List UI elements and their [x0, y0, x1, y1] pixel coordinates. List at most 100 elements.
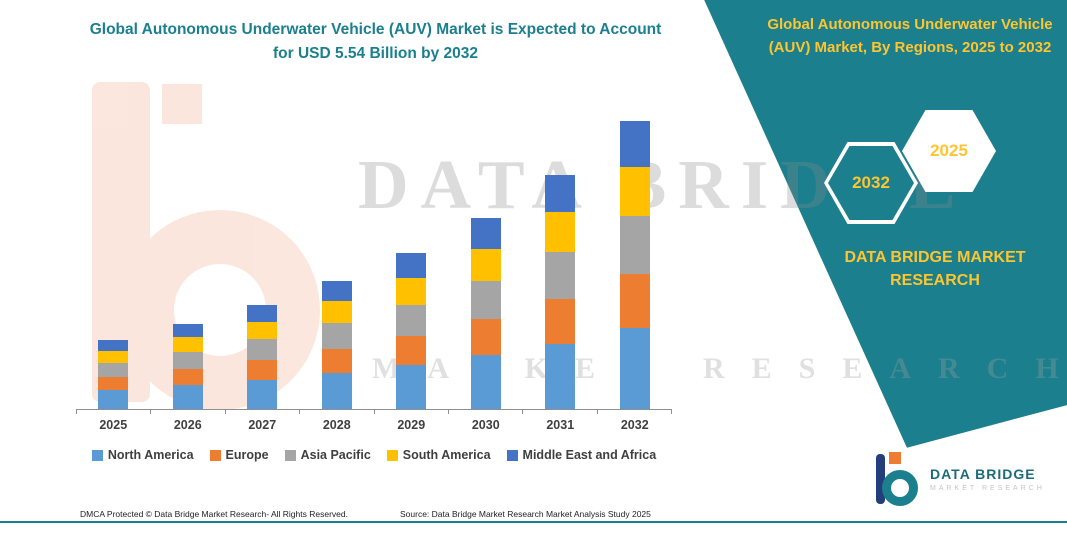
b-square-shape [162, 84, 202, 124]
axis-tick [150, 410, 152, 414]
bar-segment-middle-east-and-africa [172, 323, 203, 338]
hexagon-2025: 2025 [902, 110, 996, 192]
axis-tick [373, 410, 375, 414]
bar-segment-south-america [470, 248, 501, 282]
x-axis-label-2027: 2027 [248, 418, 277, 432]
right-panel-heading: Global Autonomous Underwater Vehicle (AU… [767, 16, 1053, 56]
brand-name: DATA BRIDGE [930, 466, 1036, 482]
bar-segment-europe [98, 376, 129, 390]
bar-segment-south-america [172, 337, 203, 352]
stacked-bar-2027 [247, 305, 278, 409]
stacked-bar-2030 [470, 218, 501, 409]
bar-segment-europe [470, 319, 501, 356]
bar-column-2025 [76, 118, 151, 409]
hexagon-2032-label: 2032 [852, 173, 890, 192]
x-axis-label-2031: 2031 [546, 418, 575, 432]
bar-column-2032 [598, 118, 673, 409]
source-text: Source: Data Bridge Market Research Mark… [400, 509, 651, 519]
bar-segment-asia-pacific [470, 281, 501, 320]
stacked-bar-2025 [98, 339, 129, 409]
x-axis-label-2025: 2025 [99, 418, 128, 432]
bar-segment-north-america [396, 365, 427, 409]
legend-item-europe: Europe [209, 448, 269, 462]
b-icon-stem [876, 454, 885, 504]
bar-column-2031 [523, 118, 598, 409]
legend-swatch [386, 449, 398, 461]
bar-segment-europe [619, 273, 650, 329]
legend-label: Asia Pacific [300, 448, 371, 462]
bar-column-2029 [374, 118, 449, 409]
bar-segment-asia-pacific [98, 362, 129, 377]
right-panel-brand-text: DATA BRIDGE MARKET RESEARCH [844, 249, 1026, 290]
b-icon-orange-dot [889, 452, 901, 464]
chart-legend: North America Europe Asia Pacific South Ame… [76, 448, 672, 462]
b-icon-bowl [882, 470, 918, 506]
bar-segment-south-america [321, 301, 352, 324]
x-axis-label-2030: 2030 [471, 418, 500, 432]
axis-tick [76, 410, 77, 414]
axis-tick [224, 410, 226, 414]
bar-segment-south-america [545, 212, 576, 253]
bar-segment-south-america [396, 278, 427, 305]
bar-segment-north-america [619, 328, 650, 409]
legend-label: North America [107, 448, 194, 462]
bar-segment-middle-east-and-africa [98, 339, 129, 351]
stacked-bar-2031 [545, 174, 576, 409]
bar-segment-north-america [172, 385, 203, 409]
bar-segment-europe [396, 335, 427, 366]
brand-logo: DATA BRIDGE MARKET RESEARCH [874, 452, 1045, 506]
bar-segment-europe [321, 348, 352, 374]
hexagon-2032: 2032 [824, 142, 918, 224]
legend-item-south-america: South America [386, 448, 491, 462]
dmca-copyright-text: DMCA Protected © Data Bridge Market Rese… [80, 509, 348, 519]
axis-tick [671, 410, 672, 414]
brand-subtitle: MARKET RESEARCH [930, 485, 1045, 492]
bar-segment-north-america [247, 379, 278, 409]
data-bridge-b-icon [874, 452, 922, 506]
legend-label: Europe [225, 448, 269, 462]
bar-column-2028 [300, 118, 375, 409]
bar-segment-asia-pacific [321, 323, 352, 349]
axis-tick [447, 410, 449, 414]
legend-label: Middle East and Africa [522, 448, 657, 462]
bar-segment-europe [247, 360, 278, 380]
axis-tick [299, 410, 301, 414]
hexagon-2025-label: 2025 [930, 141, 968, 160]
bar-segment-middle-east-and-africa [247, 305, 278, 322]
bar-segment-middle-east-and-africa [321, 281, 352, 302]
legend-swatch [91, 449, 103, 461]
bar-segment-europe [545, 298, 576, 344]
legend-label: South America [402, 448, 491, 462]
x-axis-ticks [76, 410, 672, 414]
legend-item-middle-east-and-africa: Middle East and Africa [506, 448, 657, 462]
bar-segment-south-america [247, 321, 278, 340]
bar-column-2030 [449, 118, 524, 409]
axis-tick [596, 410, 598, 414]
x-axis-label-2026: 2026 [173, 418, 202, 432]
bar-segment-north-america [545, 343, 576, 409]
x-axis-label-2029: 2029 [397, 418, 426, 432]
bar-segment-north-america [470, 355, 501, 409]
bar-segment-middle-east-and-africa [470, 218, 501, 249]
bar-segment-north-america [321, 373, 352, 409]
x-axis-labels: 2025 2026 2027 2028 2029 2030 2031 2032 [76, 418, 672, 432]
bar-segment-asia-pacific [396, 304, 427, 336]
bar-column-2026 [151, 118, 226, 409]
stacked-bar-2026 [172, 323, 203, 409]
bar-segment-middle-east-and-africa [619, 121, 650, 168]
stacked-bar-2029 [396, 253, 427, 409]
bar-segment-asia-pacific [172, 351, 203, 369]
chart-title: Global Autonomous Underwater Vehicle (AU… [89, 21, 662, 63]
legend-item-asia-pacific: Asia Pacific [284, 448, 371, 462]
bar-segment-middle-east-and-africa [396, 253, 427, 279]
legend-swatch [284, 449, 296, 461]
bar-segment-asia-pacific [247, 339, 278, 361]
footer-divider-line [0, 521, 1067, 523]
bar-segment-asia-pacific [619, 216, 650, 274]
stacked-bar-chart: 2025 2026 2027 2028 2029 2030 2031 2032 North A… [76, 118, 672, 462]
bar-segment-asia-pacific [545, 252, 576, 299]
plot-area [76, 118, 672, 410]
axis-tick [522, 410, 524, 414]
bar-segment-europe [172, 368, 203, 386]
stacked-bar-2028 [321, 281, 352, 409]
